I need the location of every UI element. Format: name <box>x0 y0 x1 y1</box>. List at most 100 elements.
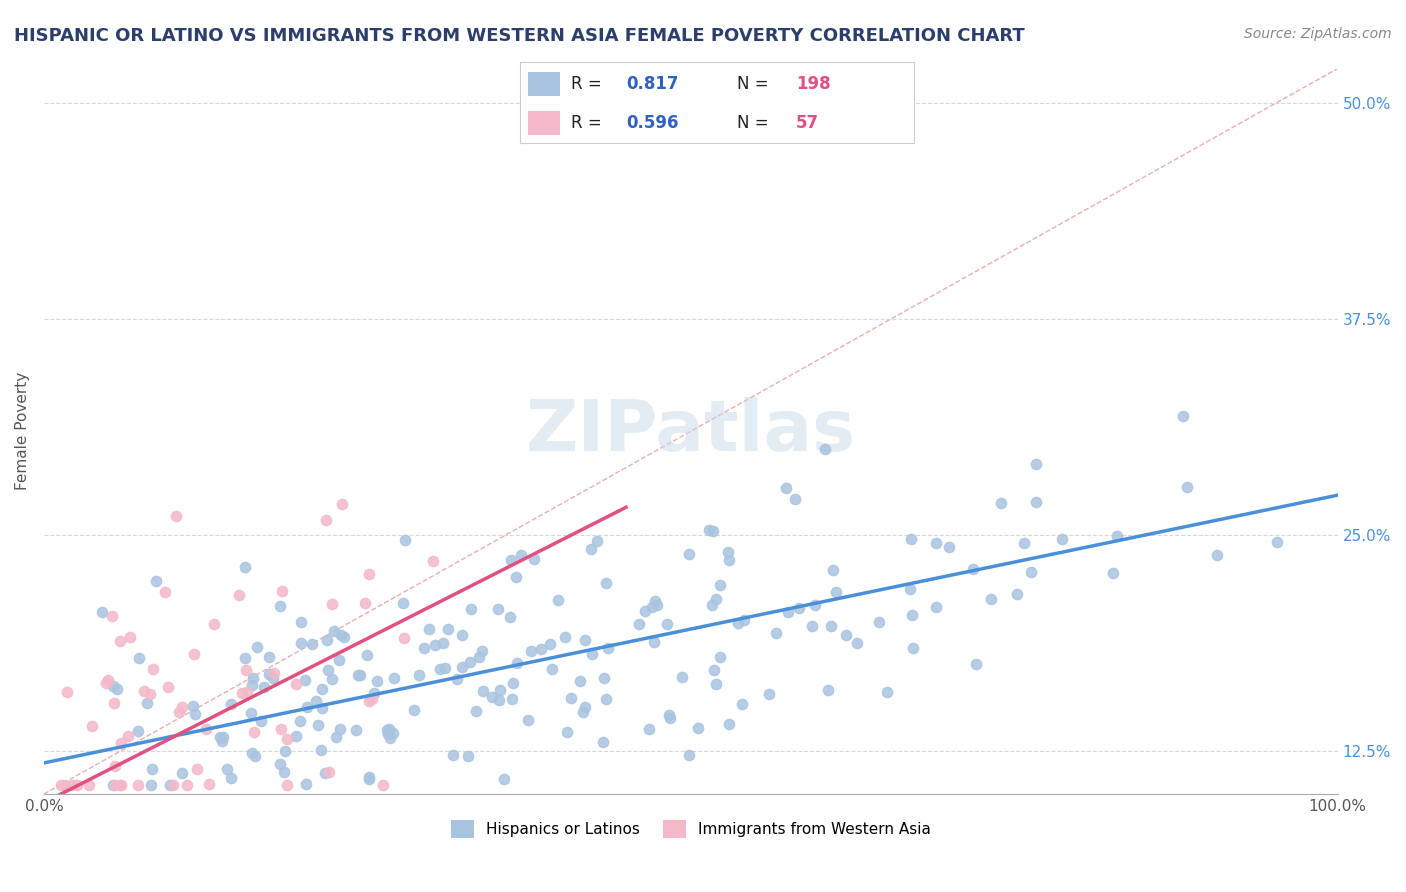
Point <box>418 623 440 637</box>
Point <box>101 608 124 623</box>
Point <box>257 666 280 681</box>
Point <box>643 635 665 649</box>
Point <box>357 566 380 581</box>
Point <box>499 553 522 567</box>
Point <box>356 648 378 662</box>
Point <box>132 684 155 698</box>
Point <box>1025 457 1047 471</box>
Point <box>297 699 319 714</box>
Point <box>502 675 524 690</box>
Point <box>733 613 755 627</box>
Point <box>53 778 76 792</box>
Point <box>101 778 124 792</box>
Point <box>586 534 609 549</box>
Point <box>671 670 693 684</box>
Point <box>434 661 457 675</box>
Point <box>464 704 486 718</box>
Text: N =: N = <box>737 75 773 93</box>
Point <box>270 722 292 736</box>
Point <box>315 632 337 647</box>
Point <box>118 630 141 644</box>
Point <box>965 657 987 672</box>
Point <box>523 552 546 566</box>
Point <box>628 616 651 631</box>
Point <box>117 729 139 743</box>
Point <box>432 636 454 650</box>
Point <box>172 765 194 780</box>
Point <box>228 588 250 602</box>
Point <box>717 545 740 559</box>
Point <box>765 626 787 640</box>
Point <box>804 599 827 613</box>
Point <box>702 598 724 612</box>
Point <box>688 721 710 735</box>
Point <box>704 592 727 607</box>
Point <box>97 673 120 687</box>
Point <box>212 730 235 744</box>
Point <box>382 726 405 740</box>
Point <box>569 674 592 689</box>
Point <box>699 523 721 537</box>
Point <box>128 651 150 665</box>
Point <box>242 672 264 686</box>
Point <box>557 725 579 739</box>
Point <box>678 547 700 561</box>
Point <box>139 778 162 792</box>
Legend: Hispanics or Latinos, Immigrants from Western Asia: Hispanics or Latinos, Immigrants from We… <box>444 814 936 845</box>
Point <box>243 749 266 764</box>
Point <box>423 638 446 652</box>
Point <box>309 742 332 756</box>
Point <box>789 600 811 615</box>
Point <box>315 513 337 527</box>
Point <box>329 722 352 736</box>
Point <box>211 734 233 748</box>
Point <box>901 607 924 622</box>
Point <box>520 644 543 658</box>
Point <box>333 630 356 644</box>
Point <box>165 508 187 523</box>
Point <box>835 628 858 642</box>
Point <box>377 727 399 741</box>
Point <box>813 442 835 456</box>
Point <box>257 649 280 664</box>
Point <box>49 778 72 792</box>
Point <box>658 708 681 723</box>
Point <box>579 541 602 556</box>
Point <box>104 778 127 792</box>
Point <box>717 717 740 731</box>
Point <box>359 694 381 708</box>
Point <box>655 617 678 632</box>
Point <box>240 706 263 720</box>
Point <box>595 691 617 706</box>
Point <box>208 730 231 744</box>
Point <box>325 730 347 744</box>
Point <box>66 778 89 792</box>
Text: ZIPatlas: ZIPatlas <box>526 397 856 466</box>
Point <box>91 605 114 619</box>
Point <box>817 683 839 698</box>
Point <box>501 692 523 706</box>
Point <box>392 596 415 610</box>
Point <box>702 524 724 538</box>
Point <box>1019 565 1042 579</box>
Point <box>876 685 898 699</box>
Point <box>727 616 749 631</box>
Point <box>290 615 312 630</box>
Point <box>305 694 328 708</box>
FancyBboxPatch shape <box>529 72 560 96</box>
Point <box>357 772 380 786</box>
Point <box>457 749 479 764</box>
Point <box>422 554 444 568</box>
Point <box>276 732 298 747</box>
Point <box>219 697 242 711</box>
Point <box>141 762 163 776</box>
Point <box>451 660 474 674</box>
Point <box>644 593 666 607</box>
Point <box>108 778 131 792</box>
Point <box>468 650 491 665</box>
Point <box>344 723 367 738</box>
Text: 198: 198 <box>796 75 831 93</box>
Point <box>219 772 242 786</box>
Point <box>136 697 159 711</box>
Point <box>499 610 522 624</box>
